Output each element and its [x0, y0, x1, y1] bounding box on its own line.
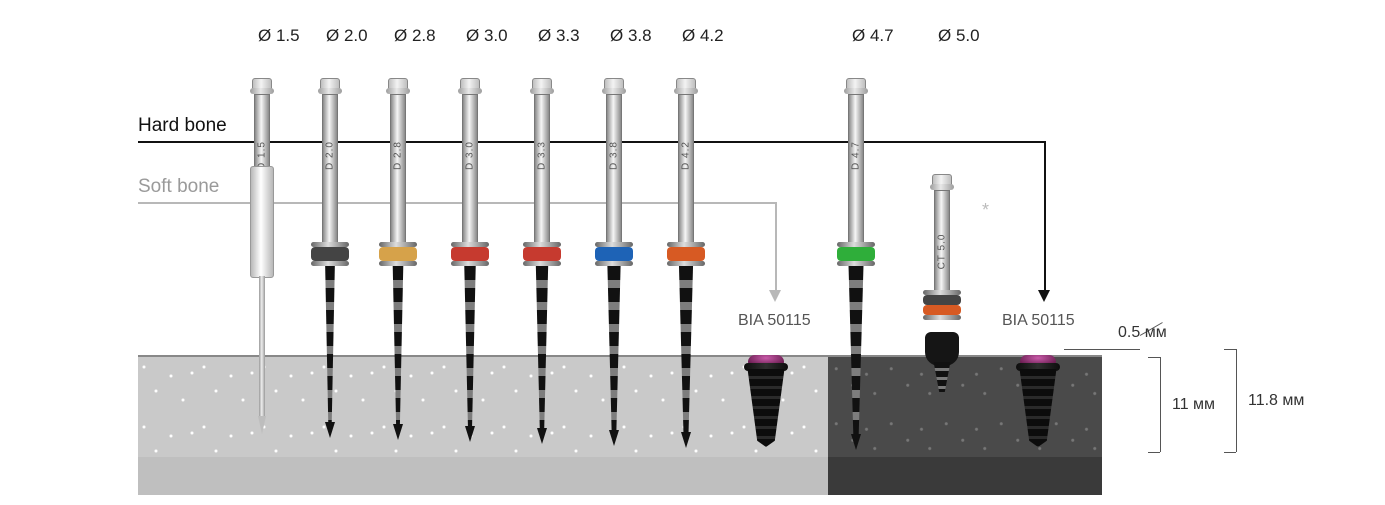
drill-shank: [606, 94, 622, 246]
drill-size-label: D 2.0: [325, 141, 336, 170]
diameter-label: Ø 2.8: [394, 26, 436, 46]
diameter-label: Ø 4.2: [682, 26, 724, 46]
drill-shank: [534, 94, 550, 246]
offset-leader-line: [1064, 349, 1140, 350]
soft-bone-substrate: [138, 355, 828, 495]
hard-bone-arrow-icon: [1038, 290, 1050, 302]
drill-shank: [678, 94, 694, 246]
depth-bracket: [1160, 357, 1161, 452]
diameter-label: Ø 4.7: [852, 26, 894, 46]
diameter-label: Ø 1.5: [258, 26, 300, 46]
implant-code-label: BIA 50115: [738, 312, 811, 330]
drill-size-label: D 2.8: [393, 141, 404, 170]
diameter-label: Ø 3.3: [538, 26, 580, 46]
soft-bone-label: Soft bone: [138, 176, 219, 198]
drill-size-label: D 3.0: [465, 141, 476, 170]
diameter-label: Ø 2.0: [326, 26, 368, 46]
drill-size-label: CT 5.0: [937, 234, 948, 270]
asterisk-note: *: [982, 200, 989, 221]
diameter-label: Ø 3.8: [610, 26, 652, 46]
drill-shank: [848, 94, 864, 246]
hard-bone-route-drop: [1044, 141, 1046, 290]
total-dimension-label: 11.8 мм: [1248, 392, 1304, 410]
drill-shank: [390, 94, 406, 246]
diameter-label: Ø 5.0: [938, 26, 980, 46]
drill-size-label: D 4.2: [681, 141, 692, 170]
drill-size-label: D 3.8: [609, 141, 620, 170]
soft-bone-arrow-icon: [769, 290, 781, 302]
drill-size-label: D 4.7: [851, 141, 862, 170]
drill-size-label: D 3.3: [537, 141, 548, 170]
diagram-stage: Hard bone Soft bone * D 1.5D 2.0D 2.8D 3…: [0, 0, 1385, 505]
diameter-label: Ø 3.0: [466, 26, 508, 46]
implant-code-label: BIA 50115: [1002, 312, 1075, 330]
total-bracket: [1236, 349, 1237, 452]
soft-bone-route-drop: [775, 202, 777, 290]
hard-bone-label: Hard bone: [138, 115, 227, 137]
hard-bone-route: [138, 141, 1044, 143]
drill-shank: [462, 94, 478, 246]
drill-shank: [322, 94, 338, 246]
depth-dimension-label: 11 мм: [1172, 396, 1215, 414]
hard-bone-substrate: [828, 355, 1102, 495]
offset-dimension-label: 0.5 мм: [1118, 324, 1167, 342]
